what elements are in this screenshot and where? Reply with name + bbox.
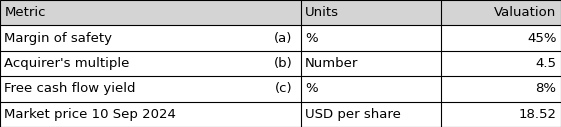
Text: Units: Units: [305, 6, 339, 19]
Text: (c): (c): [275, 82, 292, 95]
Text: (a): (a): [274, 32, 292, 45]
Text: Market price 10 Sep 2024: Market price 10 Sep 2024: [4, 108, 176, 121]
Text: %: %: [305, 82, 318, 95]
Text: Free cash flow yield: Free cash flow yield: [4, 82, 136, 95]
Text: USD per share: USD per share: [305, 108, 401, 121]
Text: Number: Number: [305, 57, 358, 70]
Text: (b): (b): [274, 57, 292, 70]
Text: Metric: Metric: [4, 6, 46, 19]
Text: Acquirer's multiple: Acquirer's multiple: [4, 57, 130, 70]
Text: 4.5: 4.5: [536, 57, 557, 70]
Text: Valuation: Valuation: [494, 6, 557, 19]
Bar: [0, 0, 561, 25]
Text: 45%: 45%: [527, 32, 557, 45]
Text: 8%: 8%: [536, 82, 557, 95]
Text: 18.52: 18.52: [518, 108, 557, 121]
Text: Margin of safety: Margin of safety: [4, 32, 113, 45]
Text: %: %: [305, 32, 318, 45]
